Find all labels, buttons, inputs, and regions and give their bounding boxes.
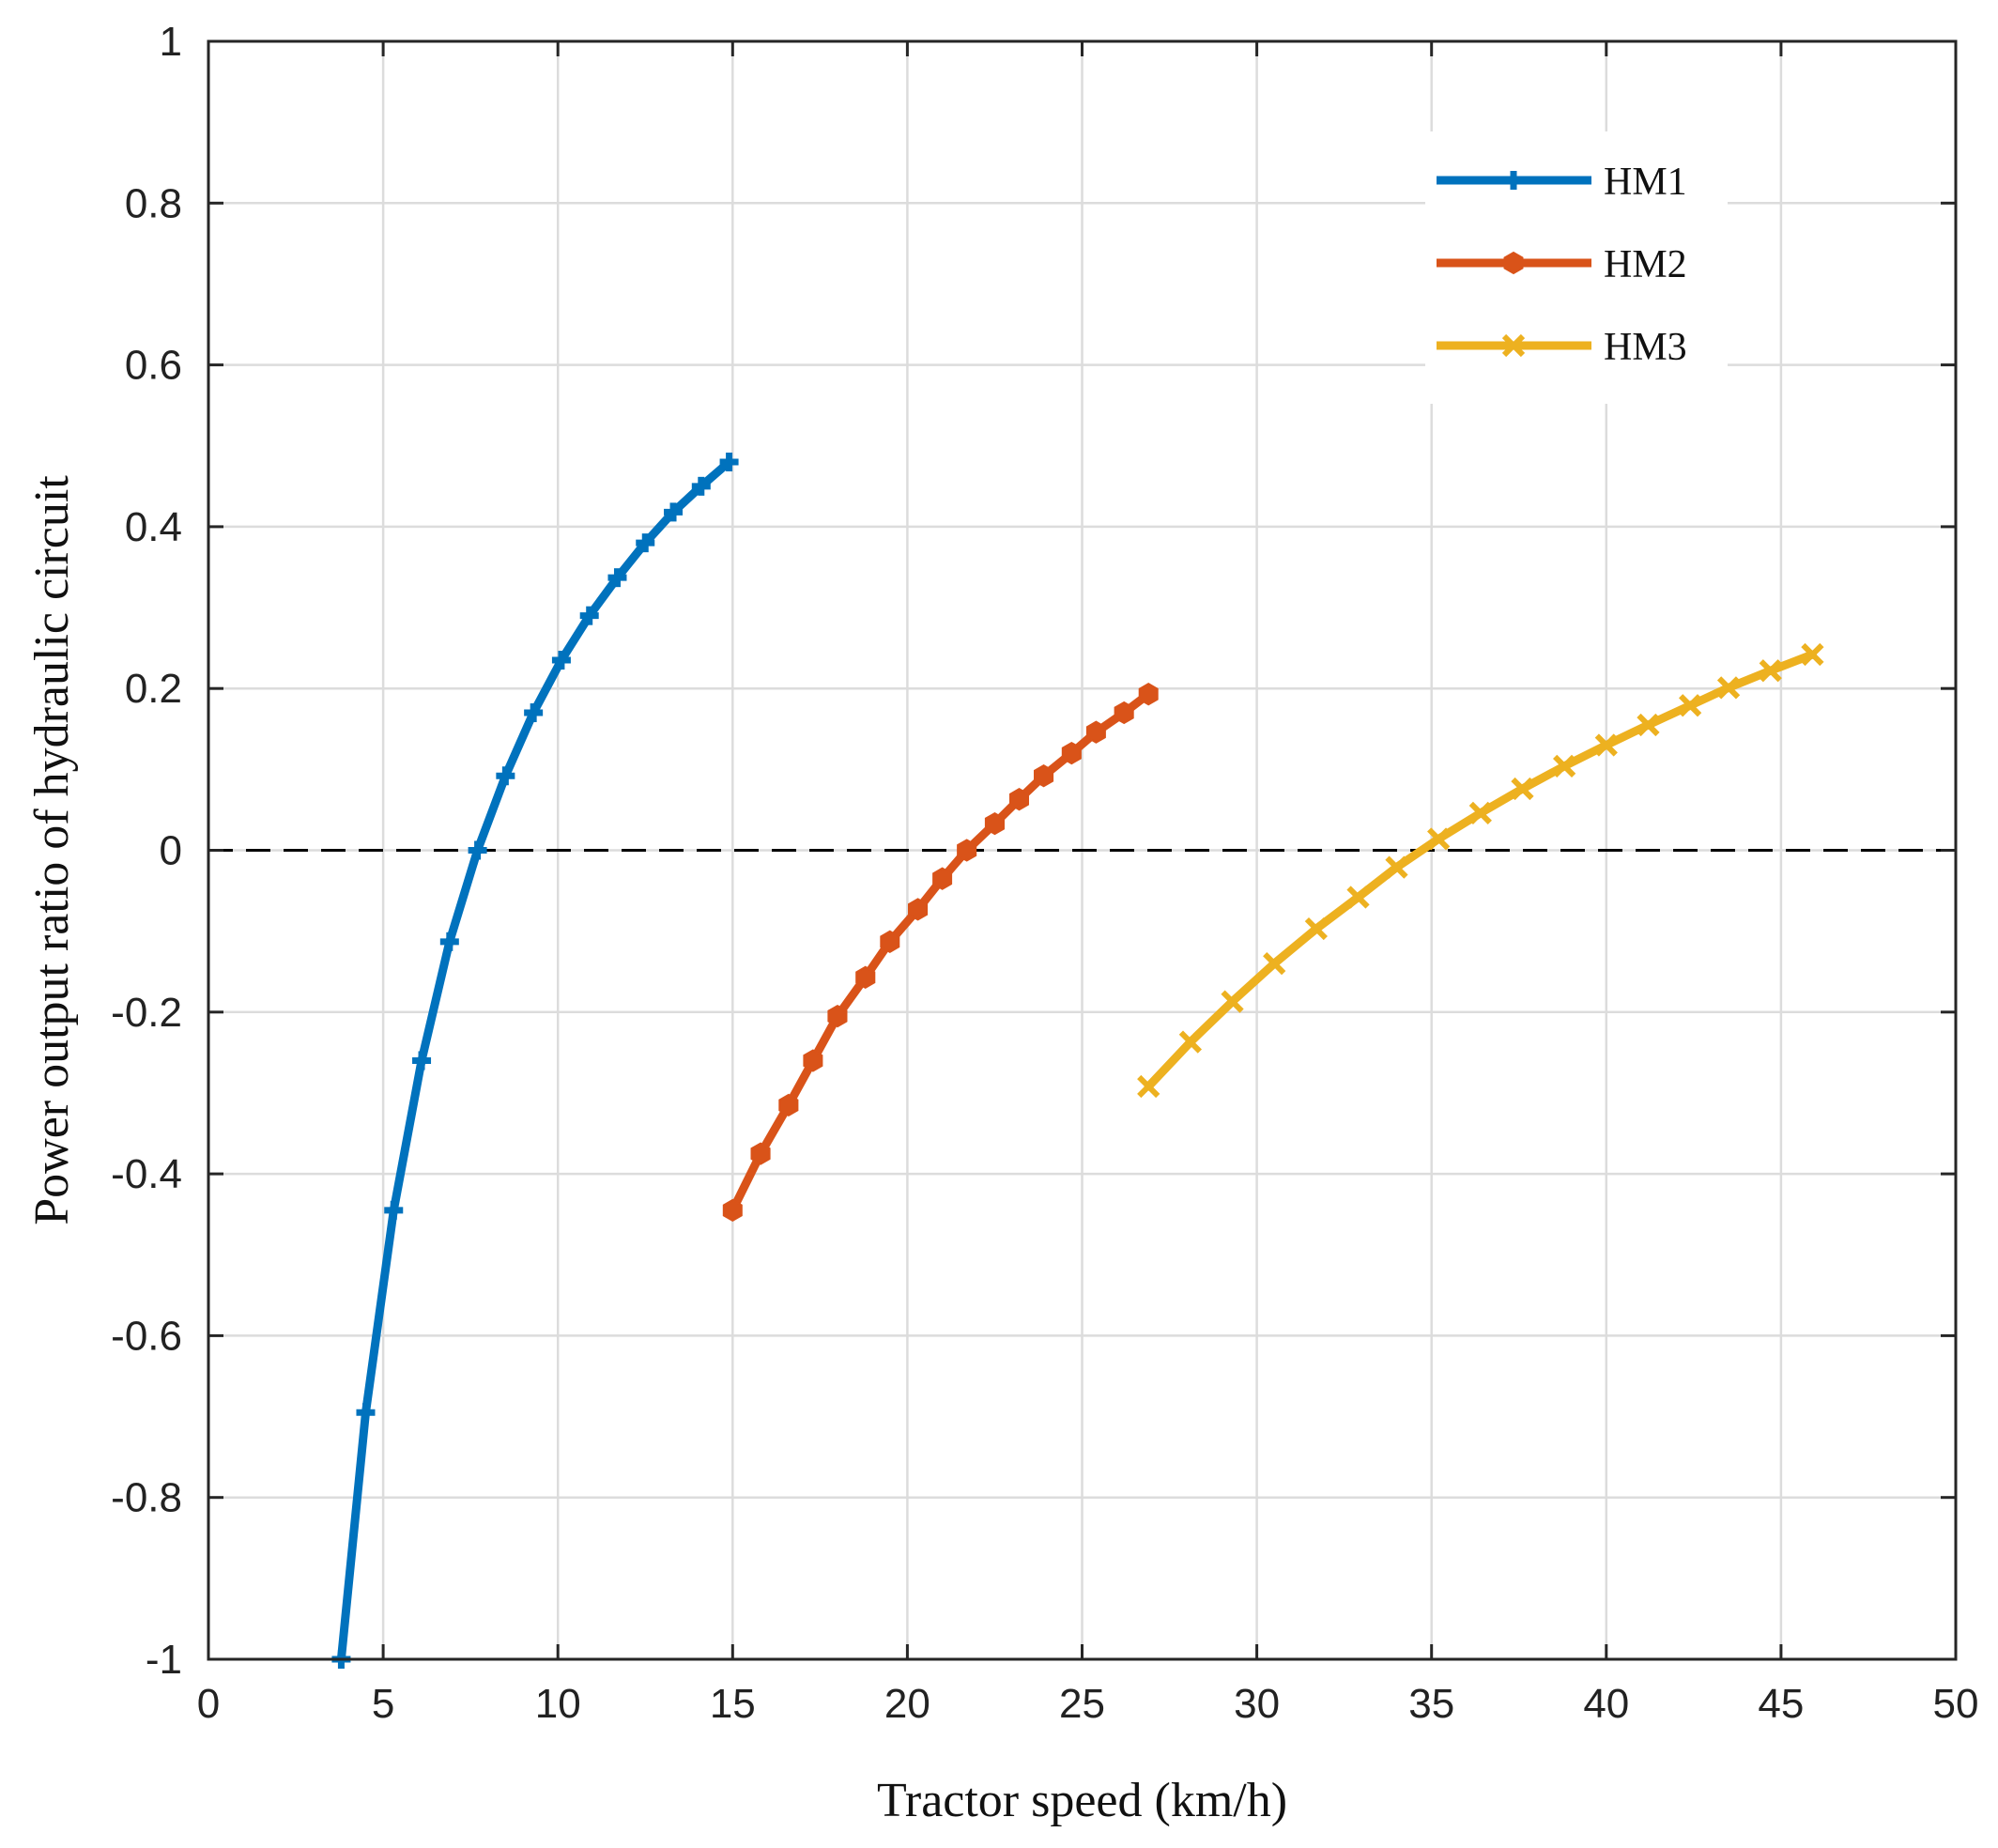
data-point [719, 452, 739, 471]
x-tick-label: 25 [1059, 1681, 1105, 1727]
data-point [1385, 855, 1408, 879]
legend-item-hm2: HM2 [1437, 243, 1687, 286]
data-point [1504, 171, 1523, 190]
data-point [957, 839, 977, 862]
data-point [1085, 720, 1106, 744]
data-point [1034, 764, 1054, 788]
x-tick-label: 5 [372, 1681, 394, 1727]
y-tick-label: -0.4 [111, 1151, 182, 1197]
data-point [551, 651, 571, 670]
data-point [1679, 694, 1702, 717]
y-axis-title: Power output ratio of hydraulic circuit [25, 475, 79, 1225]
data-point [1061, 741, 1082, 765]
data-point [1178, 1030, 1203, 1054]
y-tick-label: 1 [160, 19, 182, 65]
legend-label: HM2 [1604, 243, 1687, 286]
data-point [607, 568, 627, 588]
y-tick-label: 0.2 [125, 666, 182, 712]
data-point [1114, 701, 1134, 725]
data-point [1511, 777, 1534, 801]
data-point [1801, 642, 1824, 667]
data-point [439, 932, 459, 951]
data-point [1503, 251, 1524, 275]
y-tick-label: 0 [160, 828, 182, 874]
data-point [384, 1200, 404, 1220]
data-point [468, 840, 487, 860]
data-point [984, 811, 1005, 836]
data-point [691, 476, 711, 496]
data-point [1346, 886, 1370, 909]
data-point [722, 1198, 743, 1223]
data-point [1221, 990, 1244, 1013]
data-point [908, 898, 929, 921]
data-point [1637, 713, 1660, 737]
data-point [1137, 1074, 1160, 1099]
data-point [496, 766, 515, 786]
y-tick-label: 0.8 [125, 180, 182, 226]
data-point [855, 965, 876, 989]
y-tick-label: -0.8 [111, 1475, 182, 1521]
data-point [778, 1093, 799, 1117]
series-hm3 [1137, 642, 1824, 1099]
legend-item-hm3: HM3 [1437, 326, 1687, 369]
data-point [1501, 333, 1526, 358]
data-point [1138, 683, 1159, 706]
y-tick-label: 0.6 [125, 343, 182, 389]
data-point [1304, 916, 1328, 941]
data-point [356, 1403, 376, 1423]
data-point [803, 1049, 823, 1072]
data-point [636, 533, 655, 553]
data-point [1716, 676, 1741, 700]
x-tick-label: 0 [197, 1681, 220, 1727]
x-axis-title: Tractor speed (km/h) [877, 1774, 1287, 1827]
data-point [932, 867, 953, 890]
x-tick-label: 15 [710, 1681, 756, 1727]
data-point [1263, 951, 1286, 976]
x-tick-label: 50 [1933, 1681, 1979, 1727]
data-point [524, 703, 544, 723]
tick-labels: 0 5 10 15 20 25 30 35 40 45 50 -1 -0.8 -0.6 -0.4 -0.2 0 0… [111, 19, 1978, 1727]
x-tick-label: 10 [535, 1681, 581, 1727]
y-tick-label: 0.4 [125, 504, 182, 550]
y-tick-label: -1 [146, 1637, 182, 1683]
data-point [579, 606, 599, 625]
x-tick-label: 45 [1758, 1681, 1804, 1727]
data-point [880, 930, 900, 953]
axes [207, 39, 1958, 1661]
data-point [1759, 659, 1782, 683]
data-point [1594, 733, 1618, 757]
data-point [1553, 754, 1576, 778]
data-point [412, 1051, 432, 1070]
data-point [750, 1142, 771, 1165]
legend: HM1 HM2 HM3 [1425, 131, 1728, 404]
series-hm2 [722, 683, 1159, 1223]
x-tick-label: 30 [1234, 1681, 1280, 1727]
data-point [664, 502, 684, 522]
legend-item-hm1: HM1 [1437, 161, 1687, 204]
y-tick-label: -0.2 [111, 990, 182, 1036]
x-tick-label: 40 [1583, 1681, 1629, 1727]
x-tick-label: 20 [884, 1681, 930, 1727]
data-point [1427, 827, 1451, 851]
data-point [1009, 788, 1029, 811]
y-tick-label: -0.6 [111, 1313, 182, 1359]
legend-label: HM1 [1604, 161, 1687, 204]
data-point [1468, 801, 1492, 824]
data-point [827, 1004, 848, 1028]
x-tick-label: 35 [1408, 1681, 1454, 1727]
legend-label: HM3 [1604, 326, 1687, 369]
